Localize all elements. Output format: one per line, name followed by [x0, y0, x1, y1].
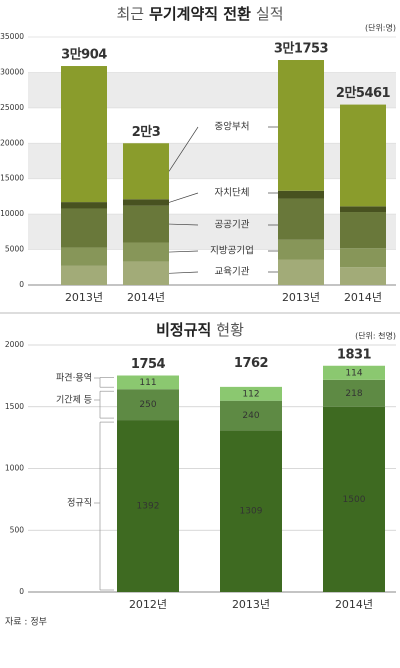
bar-segment	[278, 190, 324, 199]
x-tick-label: 2013년	[65, 291, 103, 304]
bar-segment	[61, 202, 107, 209]
bar-segment	[340, 267, 386, 285]
title-part: 비정규직	[156, 321, 211, 339]
series-label: 파견·용역	[56, 372, 92, 384]
chart-title: 비정규직 현황	[156, 321, 244, 339]
total-label: 1831	[337, 347, 372, 362]
bar-segment	[61, 247, 107, 266]
bar-segment	[117, 389, 179, 421]
bar-segment	[117, 375, 179, 390]
x-tick-label: 2013년	[232, 598, 270, 611]
bar-segment	[278, 198, 324, 240]
y-tick-label: 2000	[5, 340, 24, 349]
y-tick-label: 1500	[5, 402, 24, 411]
value-label: 1392	[137, 502, 160, 512]
value-label: 1309	[240, 507, 263, 517]
total-label: 2만5461	[336, 85, 391, 101]
x-tick-label: 2013년	[282, 291, 320, 304]
leader-line	[168, 271, 199, 274]
bar-segment	[340, 104, 386, 207]
total-label: 3만1753	[274, 41, 329, 57]
series-label: 자치단체	[215, 187, 250, 199]
bar-segment	[123, 242, 169, 262]
bar-segment	[323, 406, 385, 592]
y-tick-label: 30000	[0, 67, 24, 76]
value-label: 114	[345, 368, 362, 378]
series-label: 정규직	[67, 498, 92, 509]
x-tick-label: 2014년	[344, 291, 382, 304]
value-label: 250	[139, 400, 156, 410]
bar-segment	[278, 259, 324, 285]
title-part: 무기계약직 전환	[149, 5, 251, 23]
bar-segment	[61, 265, 107, 285]
y-tick-label: 1000	[5, 464, 24, 473]
x-tick-label: 2014년	[127, 291, 165, 304]
bar-segment	[123, 205, 169, 243]
bar-segment	[61, 208, 107, 248]
title-part: 최근	[116, 5, 144, 23]
bar-segment	[220, 386, 282, 401]
value-label: 240	[242, 411, 259, 421]
value-label: 111	[139, 378, 156, 388]
source: 자료 : 정부	[5, 617, 47, 628]
leader-line	[168, 250, 199, 253]
bar-segment	[123, 199, 169, 206]
total-label: 1754	[131, 357, 166, 372]
bar-segment	[220, 400, 282, 431]
x-tick-label: 2012년	[129, 598, 167, 611]
x-tick-label: 2014년	[335, 598, 373, 611]
y-tick-label: 0	[19, 587, 24, 596]
leader-line	[168, 126, 199, 172]
total-label: 1762	[234, 356, 268, 371]
value-label: 112	[242, 389, 259, 399]
leader-line	[168, 223, 199, 226]
y-tick-label: 25000	[0, 103, 24, 112]
series-label: 교육기관	[215, 267, 250, 278]
title-part: 실적	[256, 5, 284, 23]
y-tick-label: 500	[10, 525, 25, 534]
series-label: 공공기관	[215, 220, 250, 231]
total-label: 3만904	[61, 47, 107, 63]
unit-label: (단위: 천명)	[355, 331, 396, 341]
bar-segment	[278, 239, 324, 260]
bar-segment	[220, 430, 282, 592]
bar-segment	[117, 420, 179, 592]
bar-segment	[323, 365, 385, 380]
bar-segment	[123, 261, 169, 285]
bar-segment	[61, 66, 107, 203]
bar-segment	[340, 248, 386, 268]
y-tick-label: 35000	[0, 32, 24, 41]
bar-segment	[340, 212, 386, 249]
series-label: 기간제 등	[56, 395, 92, 406]
y-tick-label: 5000	[5, 245, 24, 254]
chart-title: 최근 무기계약직 전환 실적	[116, 5, 283, 23]
value-label: 1500	[343, 495, 366, 505]
total-label: 2만3	[132, 124, 161, 140]
bar-segment	[340, 206, 386, 213]
y-tick-label: 15000	[0, 174, 24, 183]
bar-segment	[323, 379, 385, 407]
bar-segment	[123, 143, 169, 200]
series-label: 지방공기업	[210, 245, 254, 257]
title-part: 현황	[216, 321, 244, 339]
leader-line	[168, 192, 199, 203]
y-tick-label: 0	[19, 280, 24, 289]
unit-label: (단위:명)	[365, 23, 396, 33]
value-label: 218	[345, 389, 362, 399]
y-tick-label: 10000	[0, 209, 24, 218]
bar-segment	[278, 60, 324, 191]
series-label: 중앙부처	[215, 121, 250, 133]
y-tick-label: 20000	[0, 138, 24, 147]
